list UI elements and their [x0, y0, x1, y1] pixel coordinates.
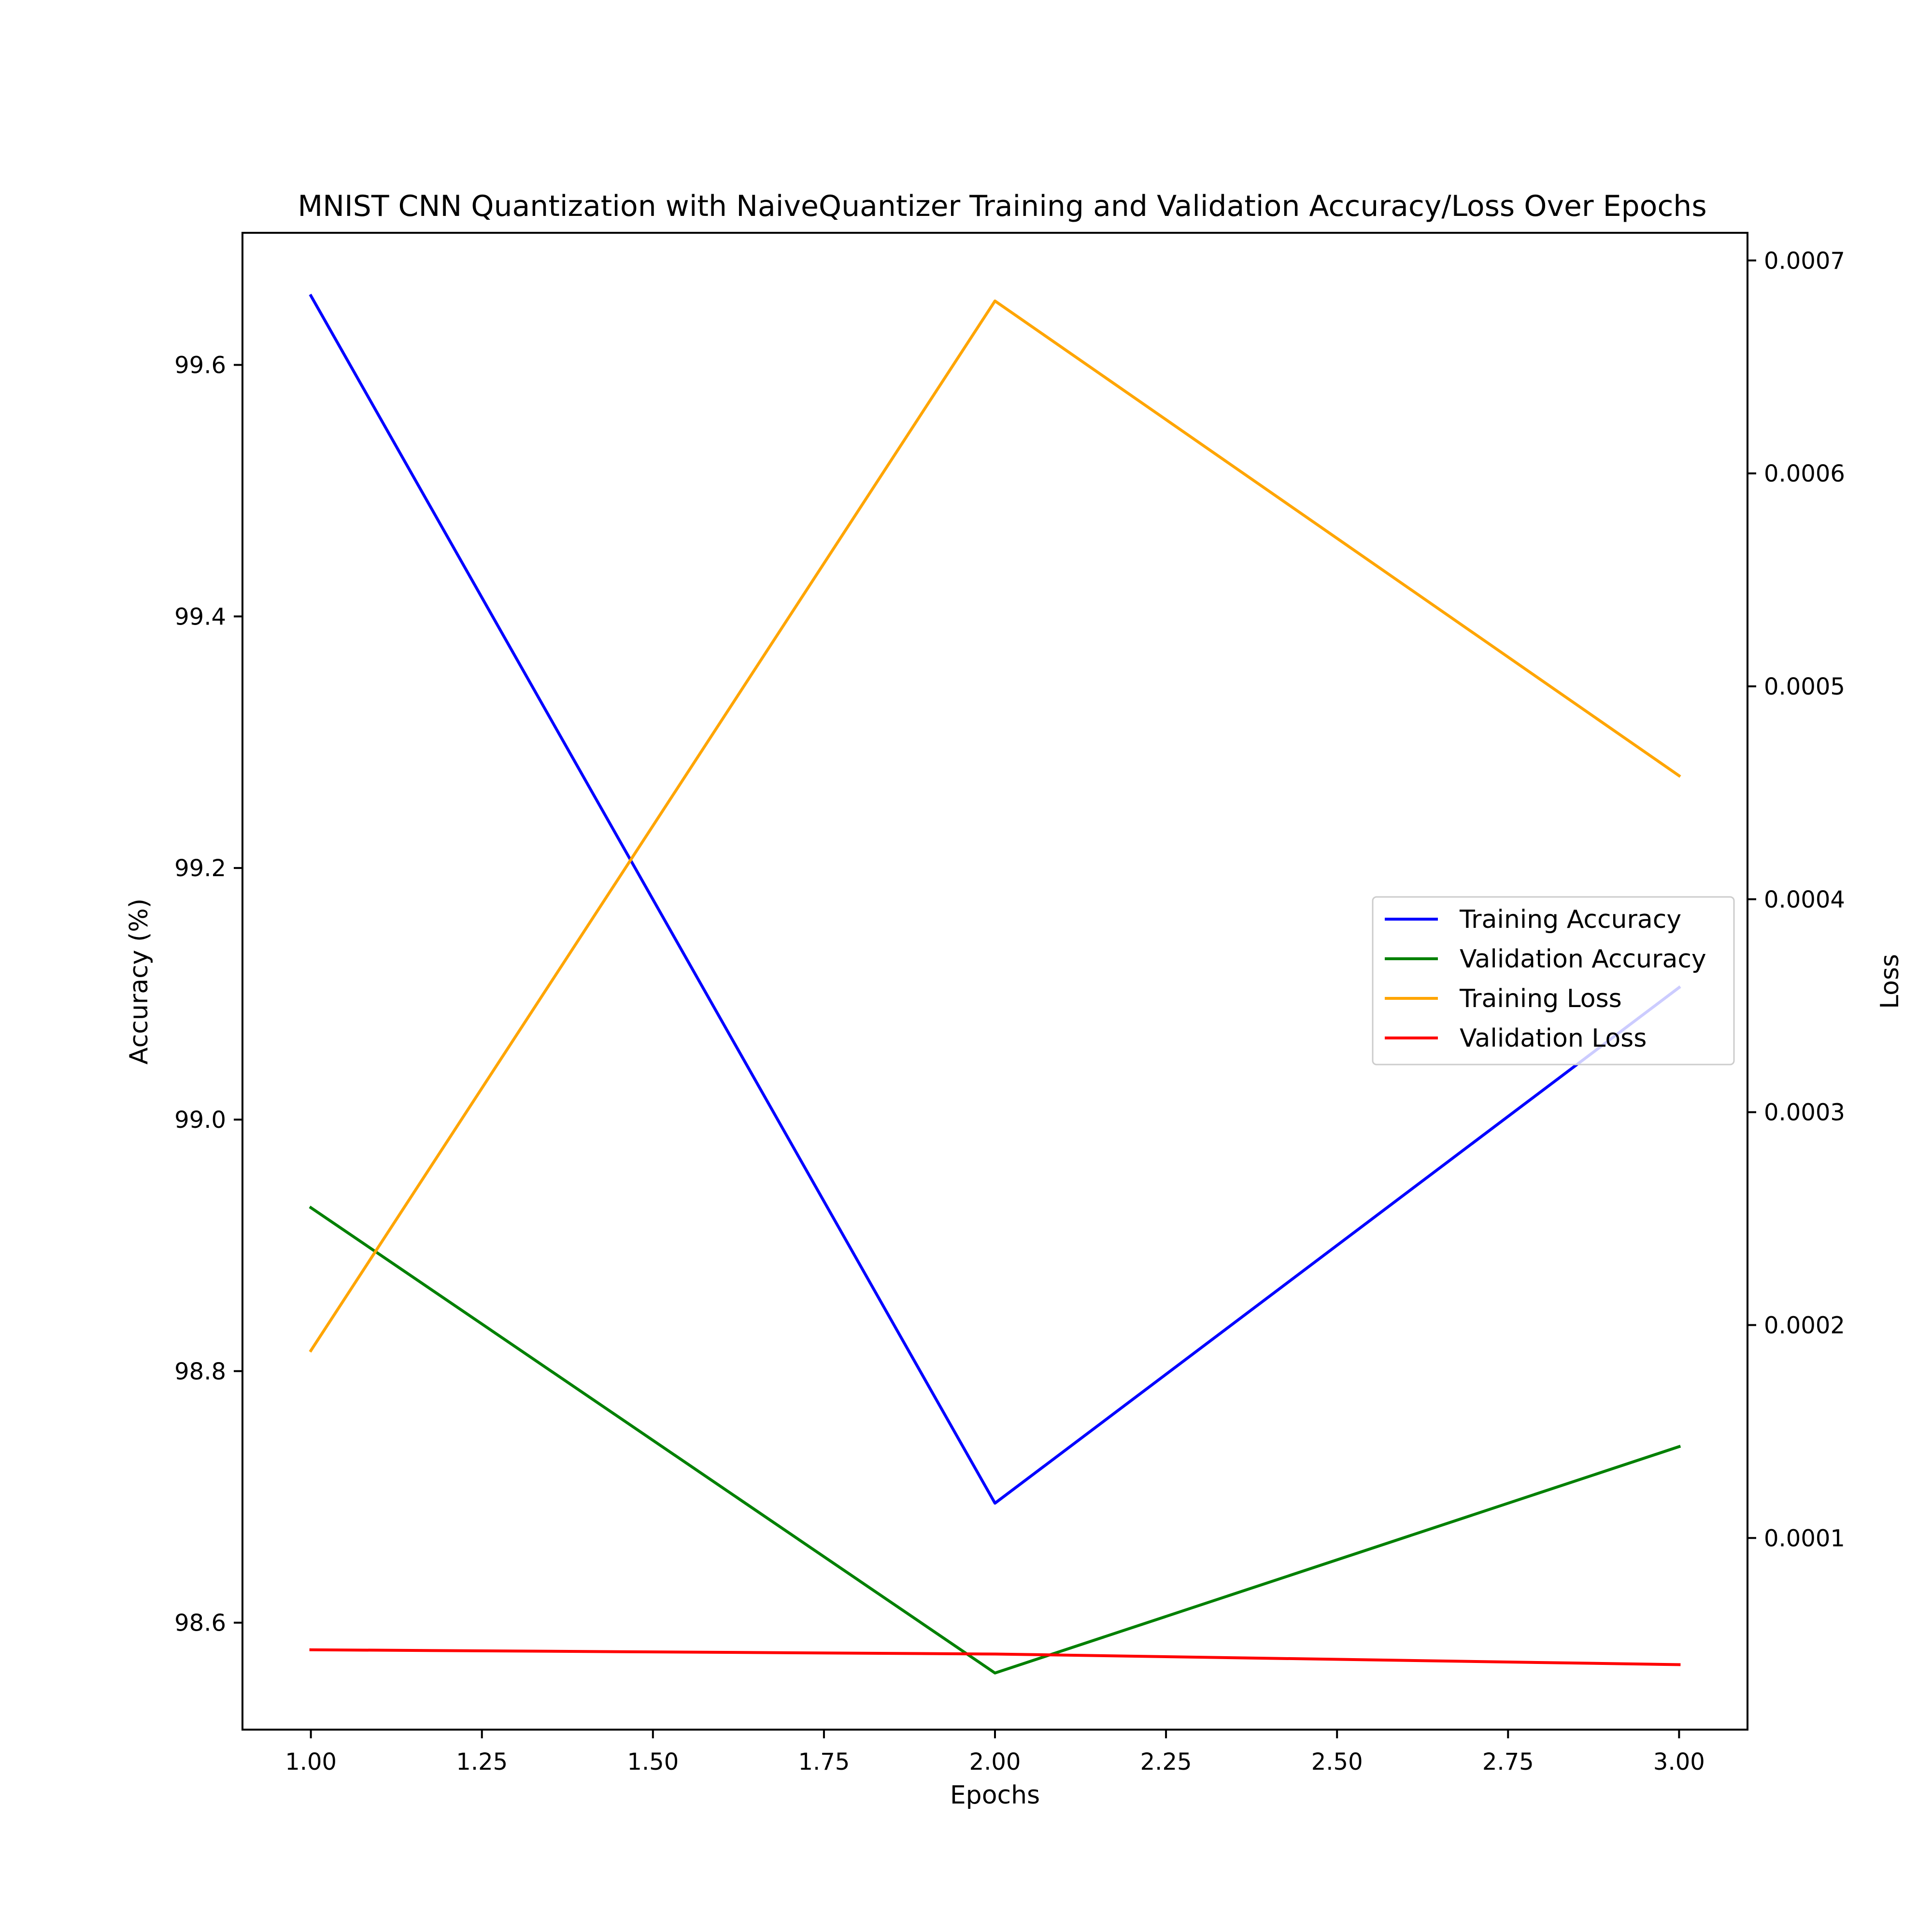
x-tick-label: 2.00: [969, 1748, 1021, 1776]
legend-label-validation-loss: Validation Loss: [1460, 1024, 1647, 1053]
right-y-axis-label: Loss: [1875, 954, 1904, 1009]
x-tick-label: 1.50: [627, 1748, 679, 1776]
x-tick-label: 1.75: [798, 1748, 850, 1776]
chart-title: MNIST CNN Quantization with NaiveQuantiz…: [298, 189, 1706, 223]
left-y-axis-ticks: 98.6 98.8 99.0 99.2 99.4 99.6: [174, 352, 242, 1637]
x-tick-label: 2.50: [1311, 1748, 1363, 1776]
right-y-tick-label: 0.0007: [1764, 247, 1845, 274]
plot-area-frame: [242, 232, 1748, 1731]
series-line-training-accuracy: [309, 294, 1681, 1505]
legend-label-validation-accuracy: Validation Accuracy: [1460, 945, 1706, 974]
x-tick-label: 1.00: [285, 1748, 337, 1776]
x-axis-ticks: 1.00 1.25 1.50 1.75 2.00 2.25 2.50 2.75 3.00: [285, 1730, 1705, 1776]
x-axis-label: Epochs: [950, 1781, 1040, 1810]
right-y-tick-label: 0.0004: [1764, 886, 1845, 913]
legend-label-training-accuracy: Training Accuracy: [1459, 905, 1681, 934]
legend: Training Accuracy Validation Accuracy Trai…: [1372, 896, 1735, 1065]
right-y-tick-label: 0.0001: [1764, 1525, 1845, 1552]
right-y-tick-label: 0.0006: [1764, 460, 1845, 487]
left-y-axis-label: Accuracy (%): [125, 898, 154, 1065]
left-y-tick-label: 98.8: [174, 1358, 226, 1385]
right-y-axis-ticks: 0.0001 0.0002 0.0003 0.0004 0.0005 0.0006 0.00…: [1747, 247, 1845, 1552]
left-y-tick-label: 98.6: [174, 1610, 226, 1637]
legend-box: [1372, 896, 1735, 1065]
left-y-tick-label: 99.0: [174, 1107, 226, 1134]
series-lines: [309, 294, 1681, 1675]
x-tick-label: 2.25: [1140, 1748, 1192, 1776]
right-y-tick-label: 0.0005: [1764, 673, 1845, 700]
series-line-validation-accuracy: [309, 1206, 1681, 1675]
right-y-tick-label: 0.0002: [1764, 1312, 1845, 1339]
left-y-tick-label: 99.6: [174, 352, 226, 379]
series-line-validation-loss: [309, 1648, 1681, 1666]
left-y-tick-label: 99.2: [174, 855, 226, 882]
series-line-training-loss: [309, 299, 1681, 1353]
left-y-tick-label: 99.4: [174, 603, 226, 630]
x-tick-label: 2.75: [1482, 1748, 1534, 1776]
x-tick-label: 3.00: [1653, 1748, 1705, 1776]
right-y-tick-label: 0.0003: [1764, 1099, 1845, 1126]
x-tick-label: 1.25: [456, 1748, 508, 1776]
legend-label-training-loss: Training Loss: [1459, 984, 1622, 1013]
